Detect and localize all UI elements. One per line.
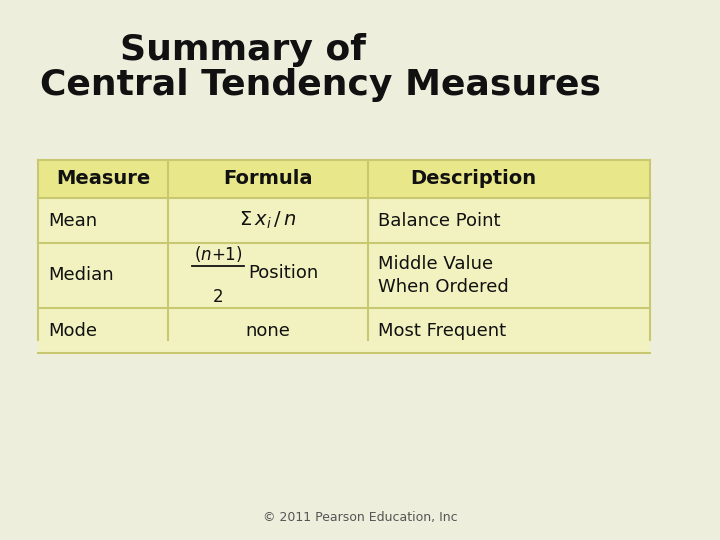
Text: Measure: Measure — [56, 170, 150, 188]
Text: Description: Description — [410, 170, 536, 188]
Text: © 2011 Pearson Education, Inc: © 2011 Pearson Education, Inc — [263, 511, 457, 524]
Text: Mode: Mode — [48, 321, 97, 340]
Text: $\Sigma\, x_i\,/\, n$: $\Sigma\, x_i\,/\, n$ — [239, 210, 297, 231]
Text: Most Frequent: Most Frequent — [378, 321, 506, 340]
Text: Central Tendency Measures: Central Tendency Measures — [40, 68, 601, 102]
Text: $2$: $2$ — [212, 287, 223, 306]
Text: Formula: Formula — [223, 170, 312, 188]
Bar — [38, 160, 650, 198]
Text: none: none — [246, 321, 290, 340]
Text: Mean: Mean — [48, 212, 97, 230]
Text: Balance Point: Balance Point — [378, 212, 500, 230]
Text: Position: Position — [248, 264, 318, 281]
Bar — [38, 198, 650, 243]
Bar — [38, 308, 650, 353]
Bar — [38, 243, 650, 308]
Text: Summary of: Summary of — [120, 33, 366, 67]
Text: $(n$+$1)$: $(n$+$1)$ — [194, 245, 243, 265]
Text: Median: Median — [48, 267, 114, 285]
Text: Middle Value
When Ordered: Middle Value When Ordered — [378, 255, 509, 296]
